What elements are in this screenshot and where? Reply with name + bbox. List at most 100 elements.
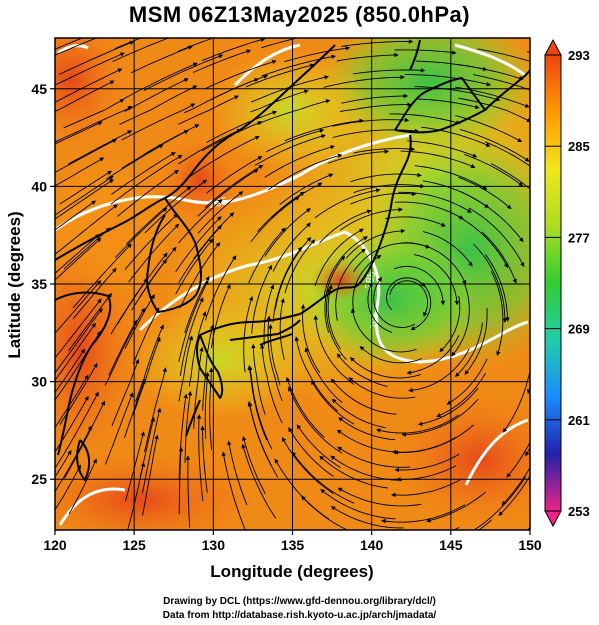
wind-streamlines: [55, 38, 599, 530]
streamline: [458, 176, 512, 210]
streamline: [251, 343, 266, 415]
streamline: [55, 179, 114, 220]
streamline: [250, 196, 300, 243]
streamline: [130, 45, 193, 74]
streamline: [484, 254, 510, 322]
streamline: [144, 179, 208, 234]
streamline: [279, 297, 285, 360]
streamline: [373, 276, 416, 328]
streamline: [353, 242, 431, 273]
streamline: [473, 476, 527, 530]
streamline: [131, 259, 167, 311]
streamline: [272, 222, 311, 272]
streamline: [55, 464, 81, 511]
streamline: [67, 130, 133, 165]
streamline: [331, 398, 386, 429]
streamline: [337, 446, 411, 468]
streamline: [124, 213, 178, 270]
streamline: [414, 254, 460, 306]
x-axis-label: Longitude (degrees): [210, 562, 373, 581]
streamline: [55, 280, 102, 334]
streamline: [72, 267, 117, 320]
colorbar-ticks: 293 285 277 269 261 253: [545, 48, 590, 519]
streamline: [279, 173, 334, 205]
streamline: [63, 227, 111, 270]
streamline: [272, 246, 303, 323]
credit-drawing: Drawing by DCL (https://www.gfd-dennou.o…: [163, 596, 436, 607]
colorbar-body: [544, 54, 562, 512]
streamline: [108, 319, 137, 376]
streamline: [391, 436, 457, 455]
streamline: [197, 169, 259, 217]
x-tick-label: 135: [281, 537, 305, 553]
streamline: [490, 163, 530, 190]
streamline: [350, 308, 417, 353]
streamline: [178, 128, 242, 165]
streamline: [394, 453, 460, 473]
streamline: [332, 117, 410, 127]
streamline: [288, 427, 334, 477]
streamline: [55, 38, 84, 50]
x-axis: 120 125 130 135 140 145 150: [43, 530, 542, 553]
y-tick-label: 35: [31, 276, 47, 292]
streamline: [339, 102, 412, 112]
streamline: [458, 97, 530, 123]
map-title: MSM 06Z13May2025 (850.0hPa): [128, 2, 471, 27]
streamline: [336, 52, 399, 62]
streamline: [175, 216, 222, 272]
streamline: [221, 451, 246, 530]
streamline: [105, 144, 164, 180]
colorbar: 293 285 277 269 261 253: [544, 38, 590, 528]
streamline: [59, 362, 98, 425]
streamline: [268, 153, 343, 191]
streamline: [324, 255, 345, 333]
y-tick-label: 25: [31, 471, 47, 487]
streamline: [55, 200, 97, 231]
streamline: [288, 386, 343, 454]
streamline: [296, 424, 341, 468]
streamline: [394, 266, 446, 306]
streamline: [339, 207, 404, 231]
streamline: [391, 479, 461, 498]
streamline: [338, 417, 396, 441]
streamline: [242, 436, 266, 495]
streamline: [535, 333, 546, 407]
streamline: [502, 371, 530, 433]
streamline: [560, 62, 599, 87]
streamline: [341, 93, 409, 104]
streamline: [68, 292, 112, 351]
credit-data: Data from http://database.rish.kyoto-u.a…: [162, 610, 437, 621]
streamline: [127, 462, 146, 530]
streamline: [123, 62, 198, 100]
colorbar-tick-label: 285: [568, 139, 590, 154]
streamline: [55, 322, 96, 381]
streamline: [436, 372, 486, 418]
streamline: [55, 68, 123, 103]
streamline: [284, 118, 364, 142]
x-tick-label: 130: [202, 537, 226, 553]
streamline: [178, 95, 240, 125]
streamline: [55, 395, 89, 453]
streamline: [55, 204, 118, 255]
streamline: [128, 223, 180, 283]
colorbar-top-arrow: [544, 38, 562, 56]
streamline: [400, 150, 476, 169]
contour-label: 285: [363, 270, 378, 290]
streamline: [206, 110, 278, 143]
streamline: [349, 357, 422, 379]
streamline: [55, 52, 125, 86]
streamline: [59, 170, 112, 205]
streamline: [121, 103, 196, 141]
colorbar-tick-label: 253: [568, 504, 590, 519]
streamline: [55, 80, 115, 112]
streamline: [247, 400, 279, 478]
streamline: [561, 154, 599, 201]
streamline: [55, 233, 100, 274]
streamline: [132, 307, 160, 365]
streamline: [124, 78, 189, 112]
streamline: [63, 99, 125, 129]
streamline: [558, 103, 599, 134]
streamline: [446, 358, 488, 405]
streamline: [204, 59, 277, 90]
streamline: [498, 474, 530, 517]
